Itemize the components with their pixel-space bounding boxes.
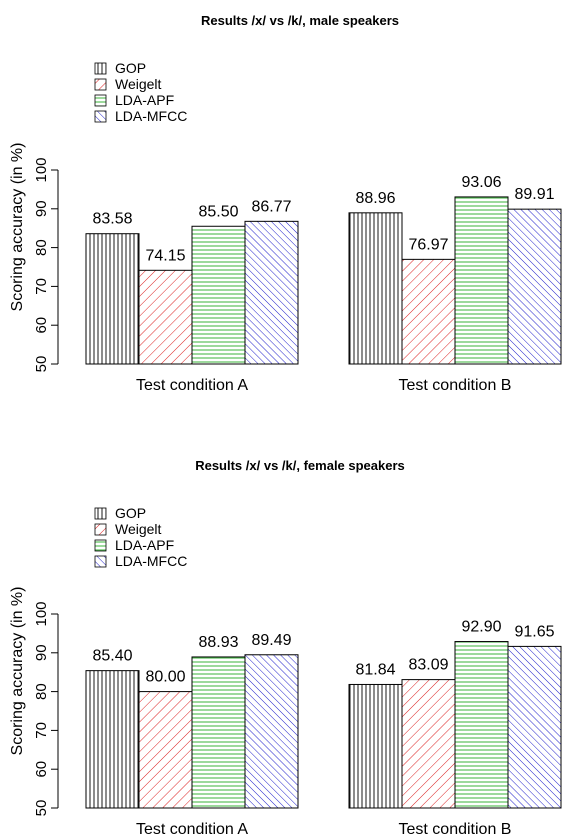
legend-label: LDA-MFCC [115,553,187,569]
legend-label: GOP [115,60,146,76]
legend-swatch-lda-apf [94,94,107,107]
bar-gop-b [348,683,403,809]
y-tick-label: 60 [33,761,50,778]
data-label: 76.97 [408,236,448,253]
bar-lda-mfcc-b [507,208,562,365]
bar-weigelt-b [401,258,456,365]
y-tick-label: 90 [33,200,50,217]
bar-lda-apf-a [191,656,246,809]
category-label: Test condition A [136,377,248,394]
bar-gop-b [348,212,403,365]
bar-lda-apf-a [191,225,246,365]
data-label: 80.00 [145,669,185,686]
category-label: Test condition A [136,821,248,838]
y-tick-label: 60 [33,317,50,334]
legend-label: Weigelt [115,76,162,92]
y-tick-label: 50 [33,800,50,817]
data-label: 85.50 [198,203,238,220]
legend-label: LDA-APF [115,92,174,108]
bar-weigelt-b [401,679,456,809]
data-label: 89.91 [514,186,554,203]
chart-title: Results /x/ vs /k/, female speakers [195,458,405,473]
bar-lda-apf-b [454,196,509,365]
legend-swatch-lda-apf [94,539,107,552]
y-tick-label: 90 [33,644,50,661]
legend-label: Weigelt [115,521,162,537]
legend-label: GOP [115,505,146,521]
legend-swatch-weigelt [94,523,107,536]
y-tick-label: 100 [33,157,50,182]
data-label: 88.93 [198,634,238,651]
y-axis-label: Scoring accuracy (in %) [9,143,26,312]
category-label: Test condition B [399,821,512,838]
y-tick-label: 80 [33,239,50,256]
y-tick-label: 70 [33,722,50,739]
bar-weigelt-a [138,691,193,809]
chart-female-speakers: Results /x/ vs /k/, female speakers Scori… [9,458,562,838]
y-tick-label: 70 [33,278,50,295]
chart-male-speakers: Results /x/ vs /k/, male speakers Scoring… [9,13,562,394]
y-tick-label: 50 [33,356,50,373]
chart-title: Results /x/ vs /k/, male speakers [201,13,399,28]
data-label: 91.65 [514,623,554,640]
bar-gop-a [85,670,140,809]
data-label: 83.58 [92,211,132,228]
legend-swatch-lda-mfcc [94,555,107,568]
data-label: 88.96 [355,190,395,207]
legend-swatch-lda-mfcc [94,110,107,123]
bar-weigelt-a [138,269,193,365]
category-label: Test condition B [399,377,512,394]
legend-swatch-gop [94,62,107,75]
y-axis-label: Scoring accuracy (in %) [9,587,26,756]
bar-lda-mfcc-a [244,220,299,365]
legend-label: LDA-APF [115,537,174,553]
y-tick-label: 100 [33,601,50,626]
data-label: 92.90 [461,619,501,636]
y-tick-label: 80 [33,683,50,700]
legend-swatch-gop [94,507,107,520]
bar-lda-mfcc-a [244,654,299,809]
data-label: 93.06 [461,174,501,191]
legend-label: LDA-MFCC [115,108,187,124]
data-label: 81.84 [355,661,395,678]
bar-lda-apf-b [454,641,509,809]
data-label: 83.09 [408,657,448,674]
data-label: 74.15 [145,247,185,264]
bar-lda-mfcc-b [507,645,562,809]
data-label: 89.49 [251,632,291,649]
bar-gop-a [85,233,140,365]
legend-swatch-weigelt [94,78,107,91]
data-label: 86.77 [251,198,291,215]
data-label: 85.40 [92,648,132,665]
